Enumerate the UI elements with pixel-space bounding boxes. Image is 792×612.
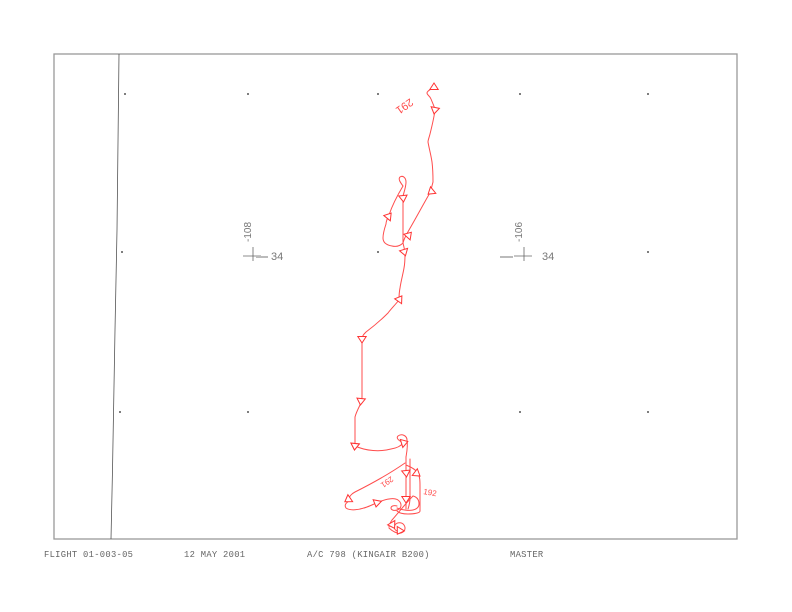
svg-text:291: 291 <box>378 474 395 489</box>
svg-text:34: 34 <box>542 251 554 263</box>
svg-text:-106: -106 <box>514 222 525 242</box>
svg-text:192: 192 <box>423 487 438 498</box>
svg-text:291: 291 <box>393 96 415 116</box>
svg-text:-108: -108 <box>243 222 254 242</box>
svg-text:34: 34 <box>271 251 283 263</box>
